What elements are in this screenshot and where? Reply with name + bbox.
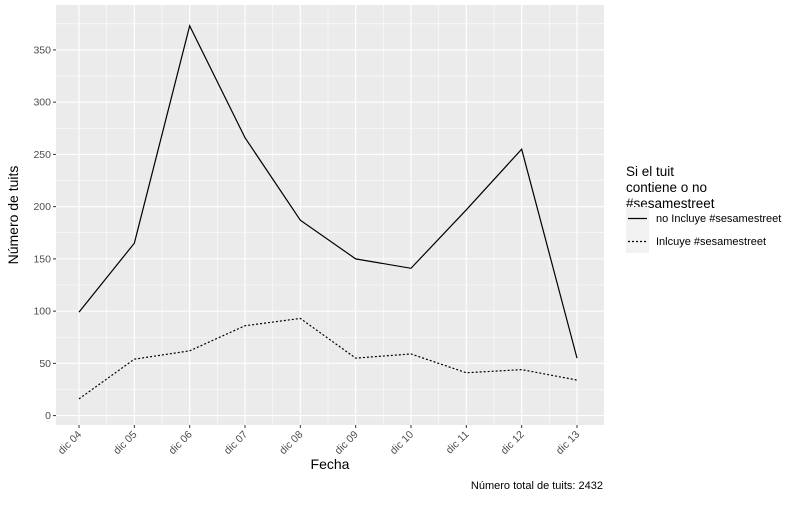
legend-title: contiene o no — [626, 180, 707, 195]
legend-label: Inlcuye #sesamestreet — [656, 236, 766, 248]
x-axis-title: Fecha — [311, 456, 350, 472]
y-tick-label: 300 — [33, 97, 51, 109]
caption: Número total de tuits: 2432 — [471, 480, 603, 492]
y-tick-label: 250 — [33, 149, 51, 161]
x-tick-label: dic 11 — [444, 429, 472, 457]
y-tick-label: 200 — [33, 201, 51, 213]
y-tick-label: 100 — [33, 306, 51, 318]
legend-title: Si el tuit — [626, 164, 674, 179]
y-tick-label: 0 — [45, 410, 51, 422]
x-tick-label: dic 04 — [56, 429, 84, 457]
y-axis-title: Número de tuits — [5, 166, 21, 265]
x-tick-label: dic 12 — [498, 429, 526, 457]
y-tick-label: 50 — [39, 358, 51, 370]
x-tick-label: dic 07 — [222, 429, 250, 457]
legend-label: no Incluye #sesamestreet — [656, 213, 781, 225]
x-tick-label: dic 06 — [166, 429, 194, 457]
y-tick-label: 350 — [33, 44, 51, 56]
x-tick-label: dic 05 — [111, 429, 139, 457]
x-tick-label: dic 13 — [554, 429, 582, 457]
y-tick-label: 150 — [33, 253, 51, 265]
x-tick-label: dic 10 — [388, 429, 416, 457]
x-tick-label: dic 09 — [332, 429, 360, 457]
x-tick-label: dic 08 — [277, 429, 305, 457]
